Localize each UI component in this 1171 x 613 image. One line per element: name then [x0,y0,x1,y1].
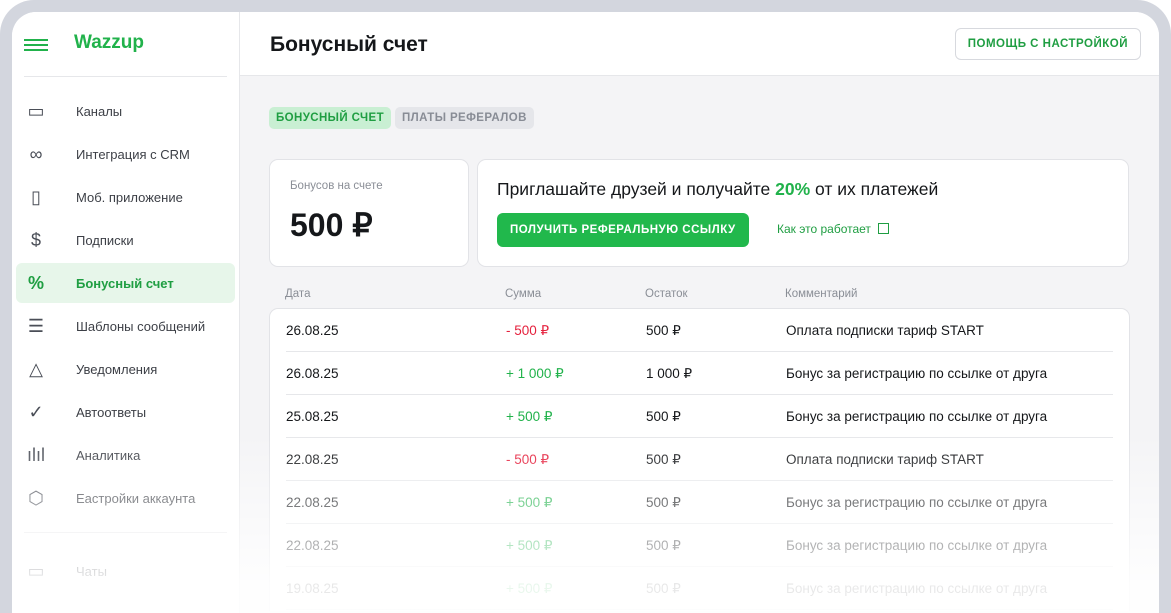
page-title: Бонусный счет [270,33,428,56]
balance-value: 500 ₽ [290,207,373,243]
logo: Wazzup [74,32,145,53]
sidebar-item[interactable]: % Бонусный счет [16,263,235,303]
table-row: 26.08.25 + 1 000 ₽ 1 000 ₽ Бонус за регистр… [286,352,1113,395]
row-amount: + 1 000 ₽ [506,366,564,381]
sidebar-item[interactable]: $ Подписки [16,220,235,260]
bell-icon: △ [29,358,43,379]
help-setup-button[interactable]: ПОМОЩЬ С НАСТРОЙКОЙ [954,28,1141,60]
menu-icon[interactable] [24,39,48,54]
sidebar-item-label: Бонусный счет [76,275,174,291]
sidebar-item[interactable]: ∞ Интеграция с CRM [16,134,235,174]
row-amount: + 500 ₽ [506,409,553,424]
subscription-icon: $ [30,229,41,250]
row-balance: 1 000 ₽ [646,366,693,381]
tab-referral-payments[interactable]: ПЛАТЫ РЕФЕРАЛОВ [395,107,534,129]
column-date: Дата [285,288,311,300]
tab-bonus-account[interactable]: БОНУСНЫЙ СЧЕТ [269,107,391,129]
sidebar-item-label: Уведомления [76,361,158,377]
tabs: БОНУСНЫЙ СЧЕТ ПЛАТЫ РЕФЕРАЛОВ [269,107,534,129]
sidebar-item[interactable]: ▭ Каналы [16,91,235,131]
get-referral-link-button[interactable]: ПОЛУЧИТЬ РЕФЕРАЛЬНУЮ ССЫЛКУ [497,213,749,247]
fade-overlay [12,432,1159,613]
promo-text-after: от их платежей [810,179,939,199]
external-link-icon [878,223,890,234]
autoreply-icon: ✓ [28,401,44,422]
sidebar-item-label: Моб. приложение [76,189,183,205]
row-comment: Бонус за регистрацию по ссылке от друга [786,366,1048,381]
templates-icon: ☰ [27,315,45,336]
column-amount: Сумма [505,288,542,300]
devices-icon: ▭ [27,100,45,121]
sidebar-item[interactable]: △ Уведомления [16,349,235,389]
sidebar-item-label: Шаблоны сообщений [76,318,206,334]
balance-card: Бонусов на счете 500 ₽ [269,159,469,267]
row-amount: - 500 ₽ [506,323,550,338]
how-it-works-label: Как это работает [777,222,871,236]
balance-label: Бонусов на счете [290,180,383,192]
divider [24,76,227,77]
row-date: 26.08.25 [286,323,339,338]
referral-card: Приглашайте друзей и получайте 20% от их… [477,159,1129,267]
row-comment: Оплата подписки тариф START [786,323,984,338]
sidebar-item-label: Интеграция с CRM [76,146,190,162]
promo-text: Приглашайте друзей и получайте 20% от их… [497,179,938,200]
how-it-works-link[interactable]: Как это работает [777,222,890,236]
sidebar-item-label: Автоответы [76,404,147,420]
sidebar-item-label: Каналы [76,103,123,119]
row-comment: Бонус за регистрацию по ссылке от друга [786,409,1048,424]
percent-icon: % [27,272,44,293]
sidebar-item-label: Подписки [76,232,134,248]
header: Бонусный счет ПОМОЩЬ С НАСТРОЙКОЙ [240,12,1159,76]
sidebar-item[interactable]: ▯ Моб. приложение [16,177,235,217]
row-balance: 500 ₽ [646,323,681,338]
promo-text-before: Приглашайте друзей и получайте [497,179,776,199]
integration-icon: ∞ [29,143,43,164]
column-comment: Комментарий [785,288,858,300]
column-balance: Остаток [645,288,688,300]
promo-percent: 20% [775,179,811,199]
sidebar-item[interactable]: ☰ Шаблоны сообщений [16,306,235,346]
app-window: Wazzup ▭ Каналы ∞ Интеграция с CRM ▯ Моб. при… [12,12,1159,613]
sidebar-item[interactable]: ✓ Автоответы [16,392,235,432]
row-balance: 500 ₽ [646,409,681,424]
phone-icon: ▯ [31,186,41,207]
row-date: 26.08.25 [286,366,339,381]
table-row: 26.08.25 - 500 ₽ 500 ₽ Оплата подписки тари… [286,309,1113,352]
row-date: 25.08.25 [286,409,339,424]
